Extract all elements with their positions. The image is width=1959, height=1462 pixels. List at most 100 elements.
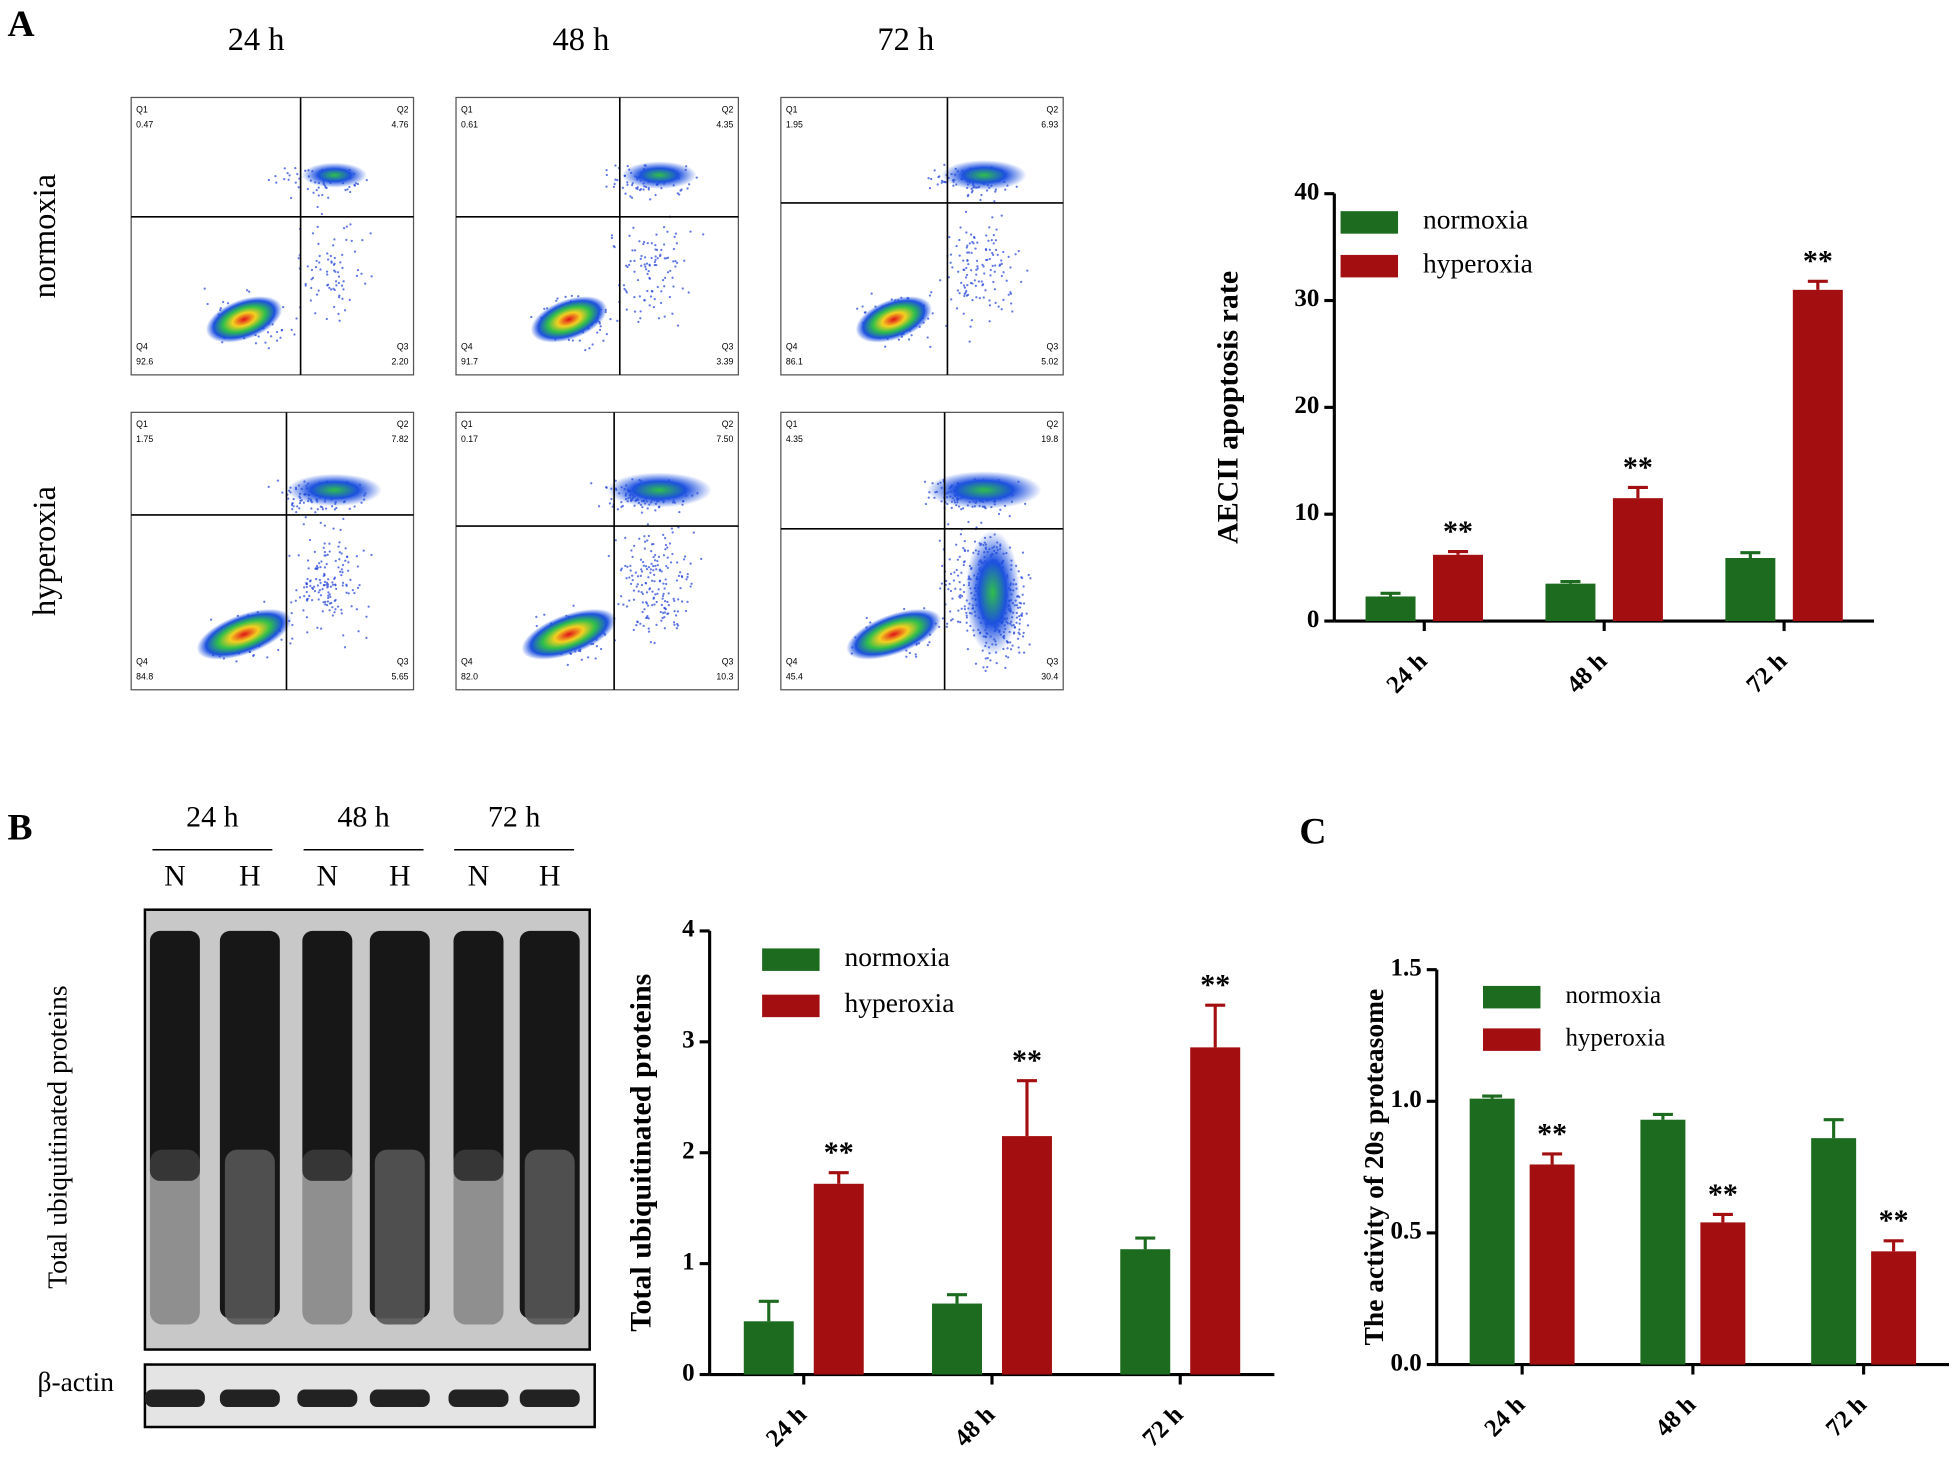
event-dot — [966, 251, 969, 254]
event-dot — [676, 561, 679, 564]
event-dot — [662, 582, 665, 585]
event-dot — [318, 578, 321, 582]
event-dot — [963, 286, 967, 289]
event-dot — [684, 609, 688, 613]
event-dot — [328, 550, 331, 553]
quadrant-value: 4.76 — [392, 119, 409, 129]
event-dot — [295, 510, 298, 514]
event-dot — [945, 625, 948, 628]
event-dot — [356, 586, 360, 589]
event-dot — [624, 536, 627, 540]
event-dot — [647, 566, 651, 569]
event-dot — [1028, 643, 1031, 646]
event-dot — [980, 193, 983, 197]
actin-band — [448, 1389, 509, 1408]
event-dot — [650, 562, 653, 565]
event-dot — [686, 600, 689, 603]
event-dot — [360, 272, 363, 275]
event-dot — [617, 602, 620, 606]
legend-label: normoxia — [1423, 205, 1528, 235]
event-dot — [663, 257, 666, 260]
event-dot — [337, 275, 341, 278]
event-dot — [598, 328, 602, 331]
event-dot — [327, 578, 330, 581]
event-dot — [626, 265, 629, 269]
event-dot — [305, 616, 309, 619]
event-dot — [571, 339, 574, 342]
event-dot — [644, 565, 648, 568]
event-dot — [294, 599, 297, 602]
lane-group-label: 72 h — [488, 801, 540, 834]
event-dot — [646, 523, 650, 526]
event-dot — [319, 268, 322, 271]
event-dot — [651, 603, 654, 607]
event-dot — [1022, 631, 1025, 634]
event-dot — [671, 276, 674, 279]
event-dot — [656, 559, 659, 563]
event-dot — [317, 289, 320, 292]
event-dot — [633, 296, 636, 299]
event-dot — [959, 533, 963, 536]
event-dot — [966, 259, 969, 262]
event-dot — [975, 259, 979, 262]
event-dot — [646, 604, 650, 607]
event-dot — [324, 600, 327, 604]
event-dot — [643, 540, 647, 543]
blot-lane-tail — [524, 1149, 575, 1325]
plot-frame — [455, 411, 739, 691]
event-dot — [654, 255, 657, 258]
event-dot — [643, 547, 646, 550]
event-dot — [333, 256, 336, 260]
event-dot — [933, 169, 936, 172]
event-dot — [323, 566, 327, 569]
bar — [1640, 1119, 1686, 1365]
event-dot — [960, 595, 964, 598]
quadrant-value: 10.3 — [716, 672, 733, 682]
event-dot — [303, 586, 306, 589]
y-tick-label: 1 — [682, 1248, 694, 1275]
quadrant-value: 1.95 — [786, 119, 803, 129]
event-dot — [663, 616, 666, 619]
event-dot — [362, 549, 365, 552]
event-dot — [939, 587, 942, 590]
event-dot — [343, 309, 347, 312]
legend-swatch — [762, 994, 820, 1018]
quadrant-name: Q1 — [136, 104, 148, 114]
event-dot — [605, 486, 608, 489]
event-dot — [677, 574, 681, 577]
event-dot — [620, 505, 623, 508]
event-dot — [905, 655, 908, 658]
event-dot — [324, 603, 327, 606]
event-dot — [316, 225, 319, 229]
event-dot — [667, 612, 670, 615]
event-dot — [657, 588, 660, 591]
event-dot — [663, 599, 667, 603]
event-dot — [316, 566, 319, 569]
event-dot — [632, 598, 636, 601]
quadrant-value: 5.65 — [392, 672, 409, 682]
event-dot — [311, 232, 315, 235]
event-dot — [318, 562, 321, 565]
event-dot — [535, 624, 538, 628]
event-dot — [636, 583, 639, 586]
event-dot — [950, 298, 953, 301]
event-dot — [991, 216, 994, 219]
quadrant-name: Q3 — [397, 657, 409, 667]
event-dot — [323, 524, 326, 527]
event-dot — [652, 596, 656, 599]
legend-swatch — [1482, 985, 1541, 1009]
event-dot — [340, 284, 344, 287]
event-dot — [1002, 271, 1005, 274]
quadrant-name: Q3 — [722, 342, 734, 352]
event-dot — [991, 264, 994, 268]
event-dot — [671, 312, 674, 315]
event-dot — [291, 502, 294, 505]
event-dot — [662, 226, 666, 229]
event-dot — [331, 614, 335, 617]
quadrant-name: Q2 — [397, 104, 409, 114]
legend-swatch — [762, 948, 820, 971]
legend-label: hyperoxia — [1565, 1024, 1665, 1051]
event-dot — [254, 342, 258, 345]
event-dot — [335, 284, 338, 287]
event-dot — [951, 597, 954, 600]
